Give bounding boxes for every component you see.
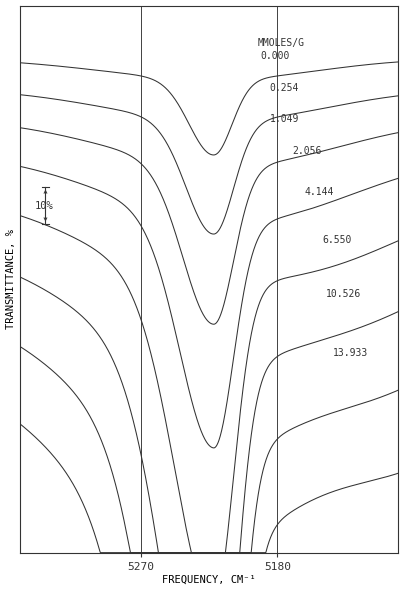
Text: 13.933: 13.933	[333, 349, 368, 359]
Y-axis label: TRANSMITTANCE, %: TRANSMITTANCE, %	[6, 229, 16, 329]
Text: 10.526: 10.526	[326, 289, 361, 299]
Text: 2.056: 2.056	[292, 146, 322, 156]
Text: 4.144: 4.144	[305, 187, 334, 197]
Text: 10%: 10%	[34, 201, 53, 211]
Text: 0.000: 0.000	[261, 51, 290, 61]
X-axis label: FREQUENCY, CM⁻¹: FREQUENCY, CM⁻¹	[162, 575, 256, 585]
Text: MMOLES/G: MMOLES/G	[258, 38, 305, 48]
Text: 1.049: 1.049	[270, 114, 299, 124]
Text: 6.550: 6.550	[323, 235, 352, 245]
Text: 0.254: 0.254	[270, 83, 299, 93]
